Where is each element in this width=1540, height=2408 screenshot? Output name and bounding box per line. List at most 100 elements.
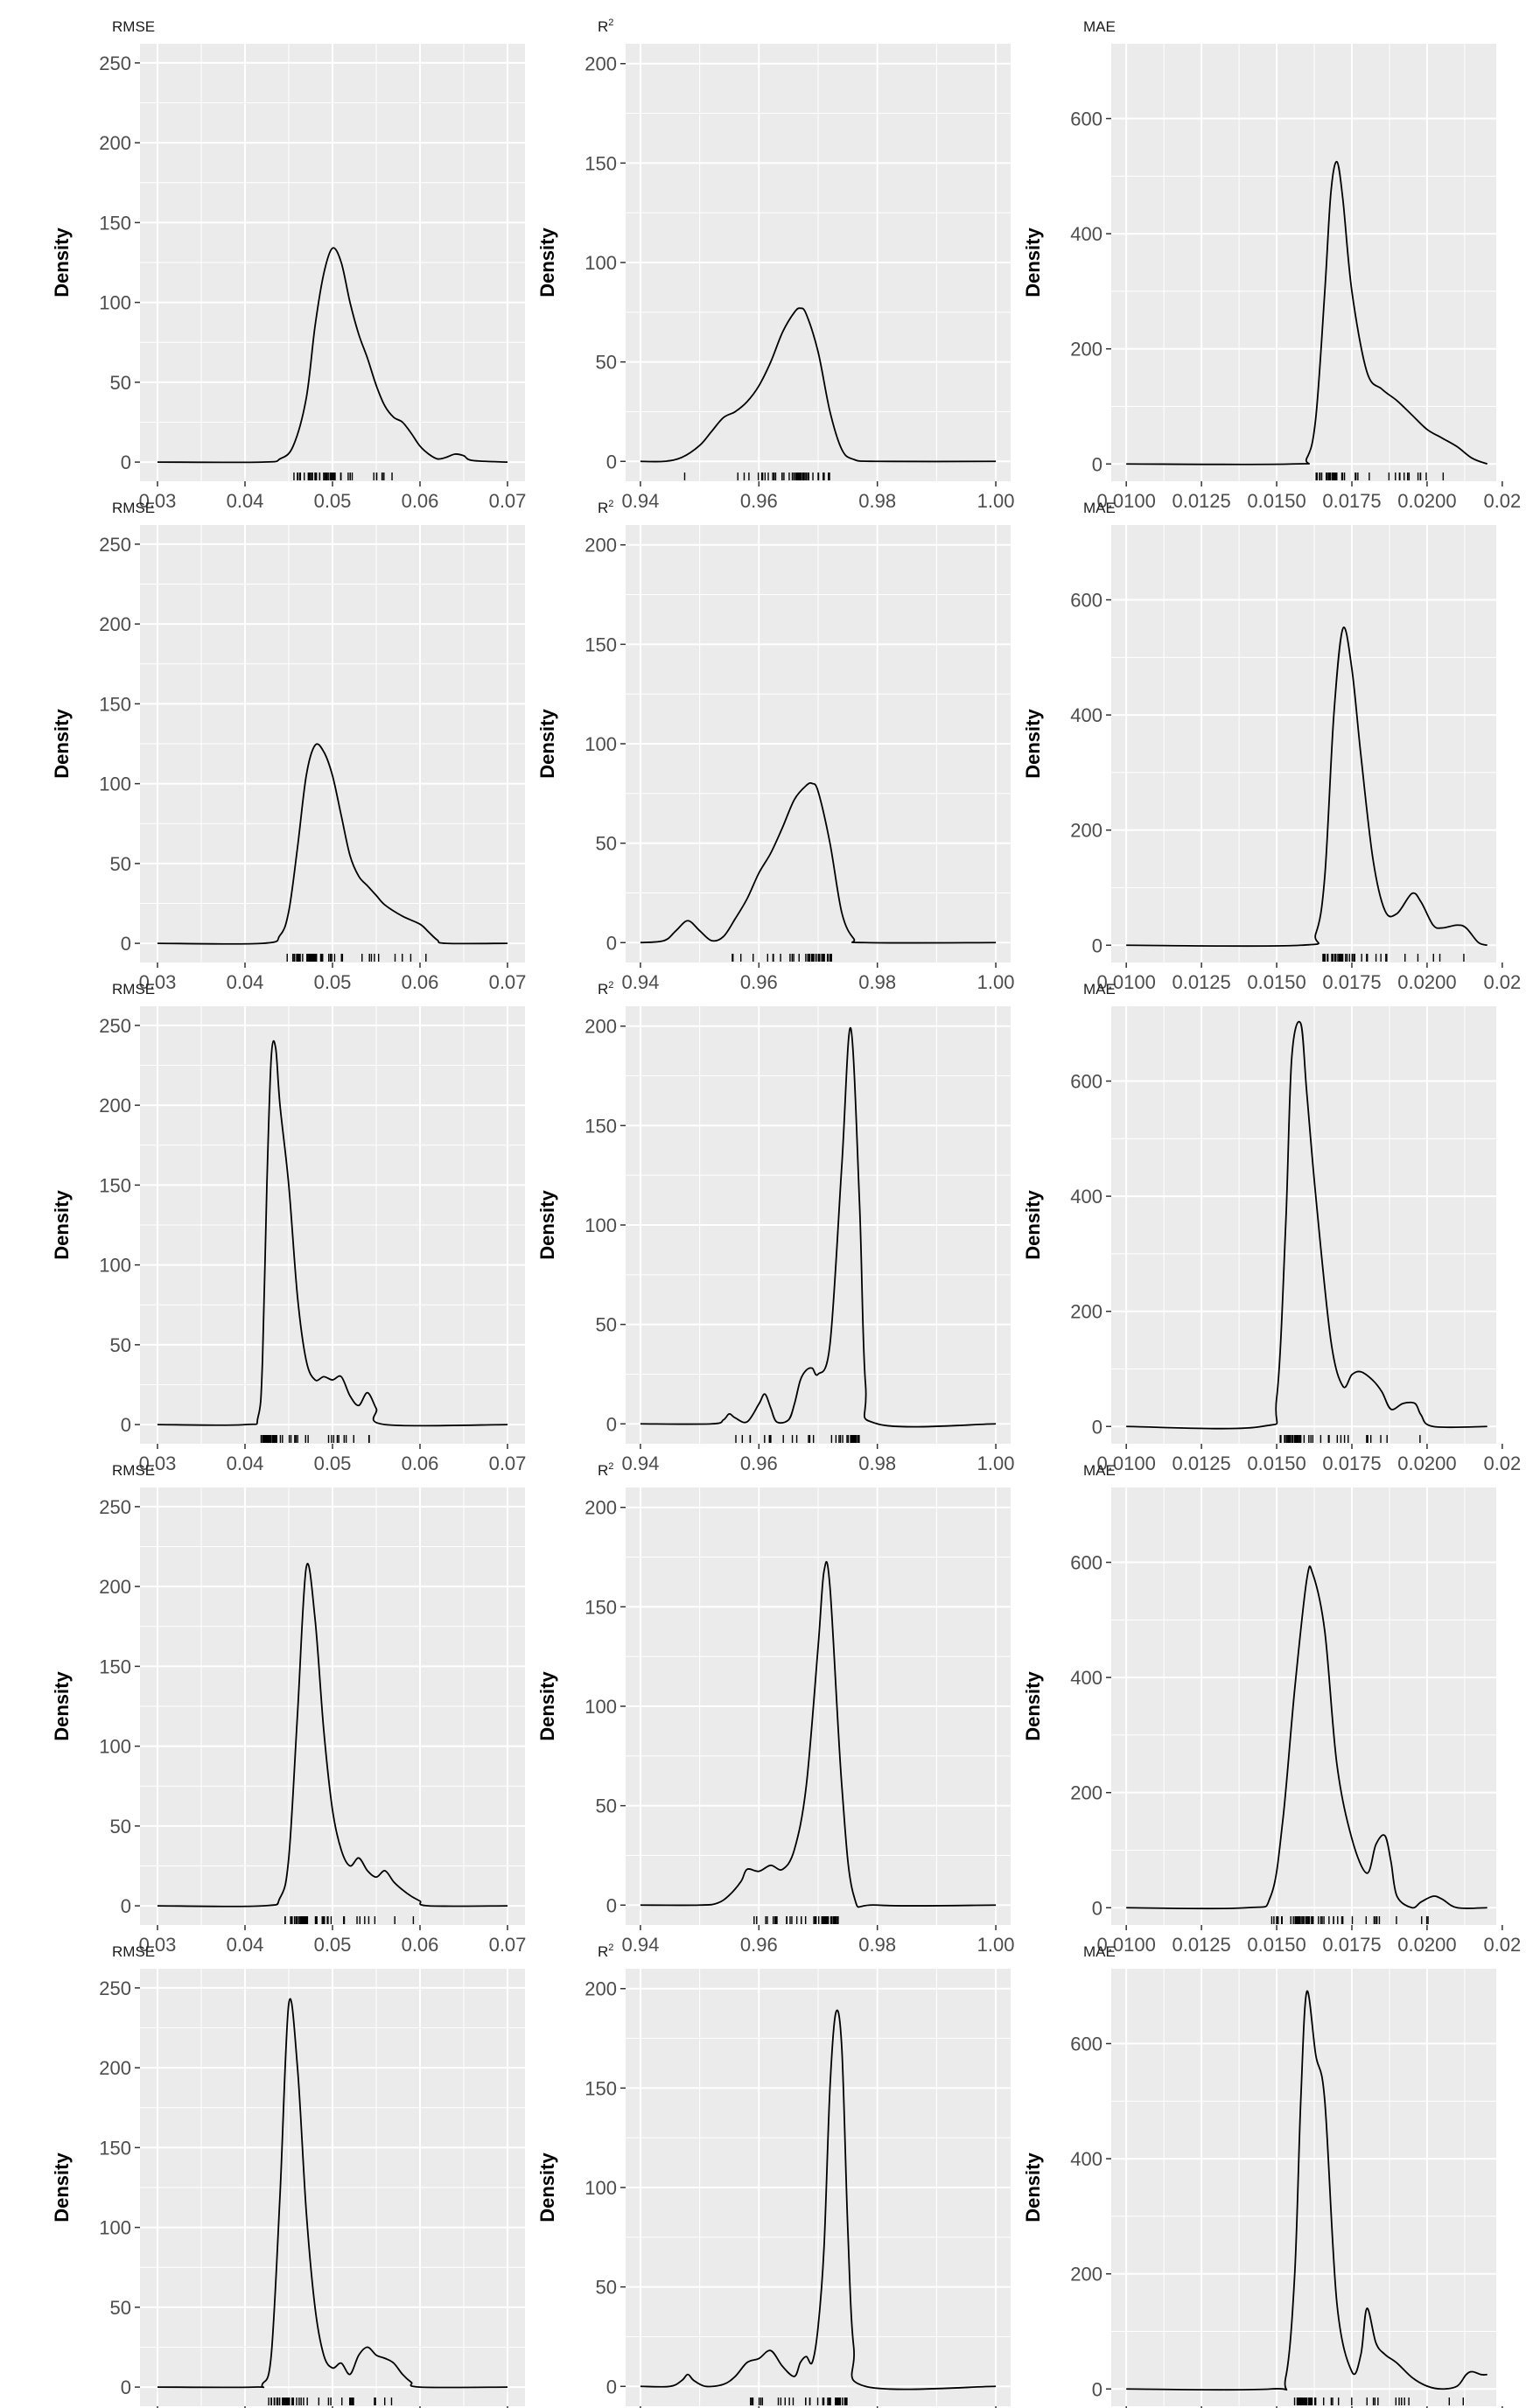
- panel-title: RMSE: [112, 1943, 155, 1960]
- density-panel-mae: 0.0100 0.0125 0.0150 0.0175 0.0200 0.02 0 200 40…: [1022, 18, 1521, 512]
- x-tick-label: 0.98: [858, 971, 896, 993]
- density-curve: [640, 1027, 997, 1428]
- y-tick-label: 200: [99, 2057, 131, 2079]
- x-tick-label: 1.00: [977, 971, 1015, 993]
- plot-background: [1111, 44, 1496, 481]
- y-tick-label: 400: [1070, 704, 1102, 726]
- x-tick-label: 0.04: [227, 1452, 264, 1474]
- y-tick-label: 50: [596, 1314, 617, 1336]
- x-tick-label: 0.98: [858, 490, 896, 512]
- y-tick-label: 50: [110, 1334, 131, 1356]
- density-panel-rmse: 0.03 0.04 0.05 0.06 0.07 0 50 100 150 200 250 RMSE D…: [51, 981, 526, 1474]
- y-tick-label: 150: [584, 1115, 617, 1137]
- y-tick-label: 150: [99, 1174, 131, 1196]
- density-curve: [640, 1560, 997, 1908]
- x-tick-label: 0.06: [402, 971, 439, 993]
- y-tick-label: 50: [596, 833, 617, 855]
- y-tick-label: 250: [99, 1015, 131, 1037]
- y-tick-label: 600: [1070, 2034, 1102, 2055]
- y-tick-label: 150: [99, 693, 131, 715]
- rug-marks: [735, 1435, 860, 1443]
- x-tick-label: 0.0150: [1247, 1452, 1306, 1474]
- x-tick-label: 0.03: [139, 971, 177, 993]
- density-curve: [640, 781, 997, 944]
- y-tick-label: 50: [110, 853, 131, 875]
- y-tick-label: 0: [606, 451, 617, 472]
- y-tick-label: 150: [584, 152, 617, 174]
- y-tick-label: 400: [1070, 1186, 1102, 1208]
- x-tick-label: 0.07: [489, 1452, 527, 1474]
- x-tick-label: 0.05: [314, 1934, 352, 1956]
- rug-marks: [293, 472, 393, 480]
- y-tick-label: 0: [1092, 2378, 1102, 2400]
- y-tick-label: 0: [121, 1414, 131, 1436]
- y-axis-title: Density: [536, 1671, 558, 1741]
- density-curve: [1126, 1990, 1488, 2391]
- rug-marks: [750, 2398, 848, 2405]
- y-axis-title: Density: [51, 709, 73, 779]
- y-tick-label: 600: [1070, 1071, 1102, 1093]
- y-tick-label: 100: [584, 1696, 617, 1718]
- y-tick-label: 200: [1070, 820, 1102, 842]
- density-curve: [157, 1040, 508, 1427]
- x-tick-label: 0.94: [622, 1452, 660, 1474]
- x-tick-label: 0.04: [227, 490, 264, 512]
- rug-marks: [260, 1435, 370, 1443]
- x-tick-label: 0.94: [622, 1934, 660, 1956]
- y-tick-label: 50: [110, 372, 131, 394]
- x-tick-label: 0.06: [402, 490, 439, 512]
- x-tick-label: 0.0125: [1172, 971, 1230, 993]
- y-tick-label: 100: [99, 774, 131, 795]
- y-tick-label: 600: [1070, 1552, 1102, 1574]
- x-tick-label: 0.0100: [1097, 490, 1156, 512]
- panel-title: MAE: [1083, 981, 1116, 998]
- y-tick-label: 0: [1092, 1416, 1102, 1438]
- x-tick-label: 0.0150: [1247, 971, 1306, 993]
- x-tick-label: 0.0200: [1397, 971, 1456, 993]
- x-tick-label: 0.03: [139, 1452, 177, 1474]
- rug-marks: [753, 1916, 839, 1924]
- y-axis-title: Density: [1022, 228, 1044, 298]
- y-tick-label: 200: [1070, 1301, 1102, 1323]
- y-tick-label: 150: [584, 2077, 617, 2099]
- y-tick-label: 0: [1092, 1897, 1102, 1919]
- density-panel-mae: 0.0100 0.0125 0.0150 0.0175 0.0200 0.02 0 200 40…: [1022, 981, 1521, 1474]
- panel-title: RMSE: [112, 18, 155, 35]
- rug-marks: [1322, 954, 1465, 962]
- density-curve: [1126, 1565, 1488, 1910]
- y-tick-label: 400: [1070, 223, 1102, 245]
- y-tick-label: 100: [99, 2217, 131, 2239]
- rug-marks: [1293, 2398, 1464, 2405]
- y-tick-label: 200: [584, 1978, 617, 2000]
- panel-title-superscript: 2: [608, 18, 613, 28]
- rug-marks: [1279, 1435, 1421, 1443]
- y-axis-title: Density: [536, 2152, 558, 2222]
- density-curve: [1126, 160, 1488, 466]
- x-tick-label: 0.06: [402, 1934, 439, 1956]
- x-tick-label: 0.02: [1483, 971, 1521, 993]
- density-panel-rmse: 0.03 0.04 0.05 0.06 0.07 0 50 100 150 200 250 RMSE D…: [51, 500, 526, 993]
- density-panel-rmse: 0.03 0.04 0.05 0.06 0.07 0 50 100 150 200 250 RMSE D…: [51, 1462, 526, 1956]
- panel-title-superscript: 2: [608, 980, 613, 990]
- x-tick-label: 0.0125: [1172, 490, 1230, 512]
- y-axis-title: Density: [51, 228, 73, 298]
- panel-title: MAE: [1083, 500, 1116, 516]
- panel-title: RMSE: [112, 981, 155, 998]
- x-tick-label: 0.0200: [1397, 1934, 1456, 1956]
- y-tick-label: 200: [99, 1576, 131, 1598]
- y-axis-title: Density: [536, 709, 558, 779]
- y-axis-title: Density: [51, 1190, 73, 1260]
- y-tick-label: 200: [99, 613, 131, 635]
- y-tick-label: 0: [606, 2376, 617, 2398]
- y-tick-label: 100: [584, 1214, 617, 1236]
- density-curve: [157, 743, 508, 945]
- density-curve: [1126, 1020, 1488, 1430]
- x-tick-label: 0.04: [227, 971, 264, 993]
- density-curve: [640, 307, 997, 463]
- x-tick-label: 0.0200: [1397, 1452, 1456, 1474]
- y-tick-label: 400: [1070, 2148, 1102, 2170]
- x-tick-label: 0.03: [139, 1934, 177, 1956]
- y-tick-label: 50: [596, 352, 617, 374]
